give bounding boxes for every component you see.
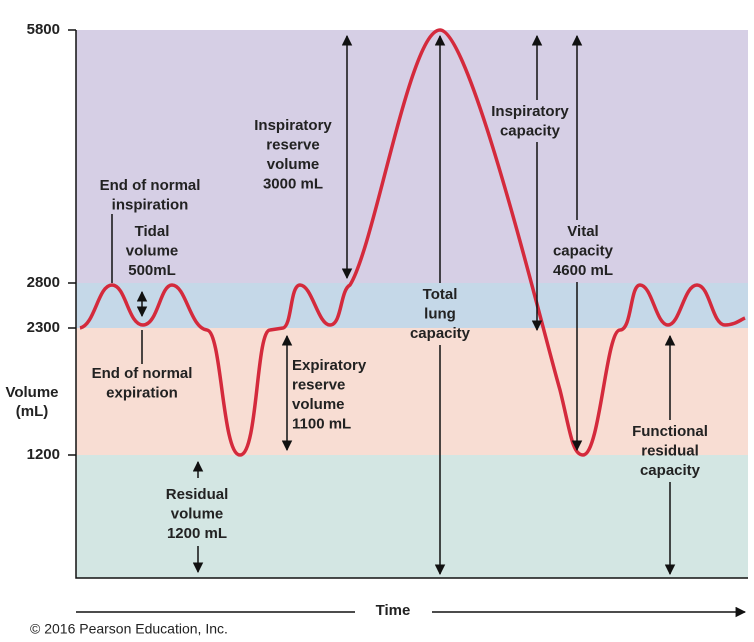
annotation-text: volume (267, 156, 320, 173)
y-label: Volume (5, 384, 58, 401)
arrows (76, 34, 747, 618)
annotation-text: Functional (632, 423, 708, 440)
annotation-text: Inspiratory (491, 103, 569, 120)
annotation-text: capacity (640, 462, 701, 479)
y-label: (mL) (16, 403, 49, 420)
annotation-text: Total (423, 286, 458, 303)
annotation-text: Tidal (135, 223, 170, 240)
annotation-text: End of normal (100, 177, 201, 194)
annotation-text: 4600 mL (553, 262, 613, 279)
annotation-text: Residual (166, 486, 229, 503)
annotation-text: expiration (106, 384, 178, 401)
annotation-text: 3000 mL (263, 175, 323, 192)
annotation-text: Inspiratory (254, 117, 332, 134)
band-irv (76, 30, 748, 283)
x-label: Time (376, 602, 411, 619)
annotation-text: Vital (567, 223, 598, 240)
axes (75, 30, 748, 579)
annotation-text: Expiratory (292, 357, 367, 374)
annotation-text: reserve (292, 376, 345, 393)
y-tick-label: 2800 (27, 274, 60, 291)
volume-curve (79, 28, 746, 457)
annotation-text: residual (641, 442, 699, 459)
band-residual (76, 455, 748, 578)
y-tick-label: 5800 (27, 21, 60, 38)
credit: © 2016 Pearson Education, Inc. (30, 621, 228, 637)
annotation-text: volume (171, 505, 224, 522)
annotation-text: 500mL (128, 262, 176, 279)
annotation-text: 1200 mL (167, 525, 227, 542)
annotation-text: End of normal (92, 365, 193, 382)
annotation-text: volume (126, 242, 179, 259)
annotation-text: lung (424, 305, 456, 322)
band-erv (76, 328, 748, 455)
annotation-text: capacity (410, 325, 471, 342)
annotation-text: capacity (553, 242, 614, 259)
annotation-text: reserve (266, 136, 319, 153)
annotation-text: 1100 mL (292, 415, 351, 432)
y-ticks (68, 29, 76, 456)
annotation-text: capacity (500, 122, 561, 139)
annotation-text: volume (292, 396, 345, 413)
y-tick-label: 2300 (27, 319, 60, 336)
annotation-text: inspiration (112, 196, 189, 213)
y-tick-label: 1200 (27, 446, 60, 463)
